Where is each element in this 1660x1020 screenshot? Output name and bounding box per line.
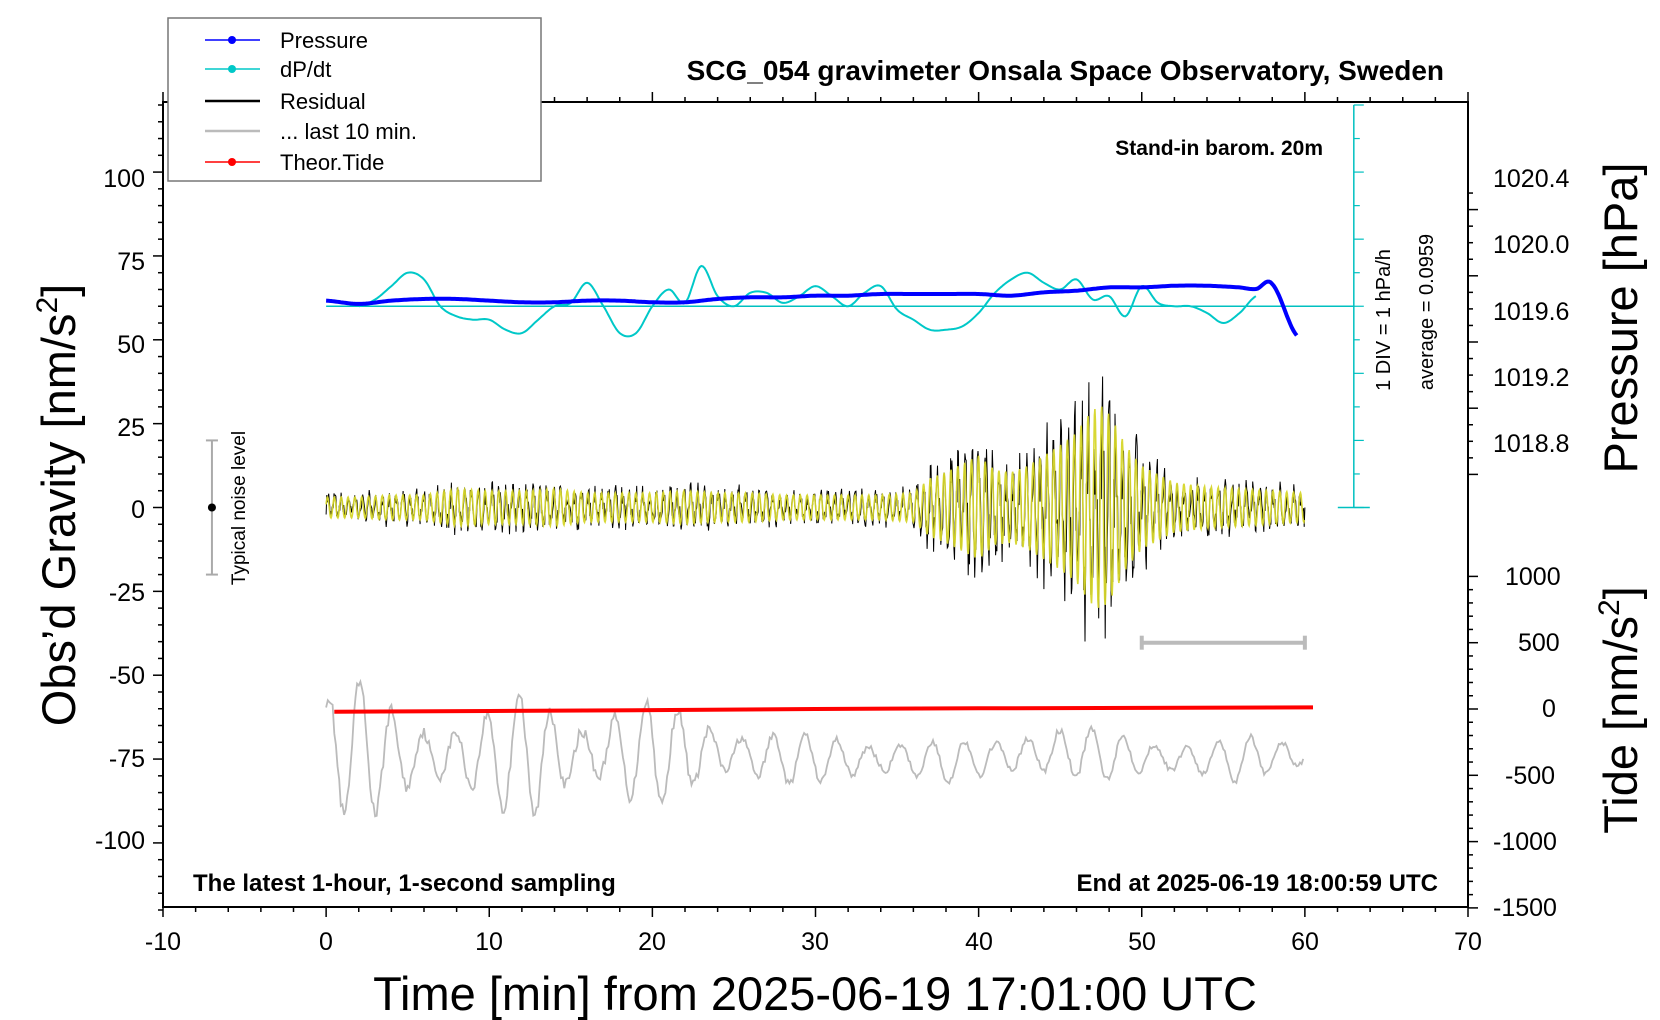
legend-label-pressure: Pressure [280,28,368,53]
gravity-tick-label: 100 [103,165,145,193]
x-tick-label: 30 [801,928,829,956]
scale-average-label: average = 0.0959 [1416,234,1438,390]
legend-marker [228,158,236,166]
pressure-axis-labels: 1020.4 1020.0 1019.6 1019.2 1018.8 [1493,165,1570,458]
tide-axis-labels: 1000 500 0 -500 -1000 -1500 [1493,563,1561,922]
noise-level-label: Typical noise level [229,431,250,585]
gravity-tick-label: 50 [117,331,145,359]
legend-glyphs [205,36,260,166]
series-theor-tide [334,705,1314,714]
legend-marker [228,65,236,73]
x-axis-labels: -10 0 10 20 30 40 50 60 70 [145,928,1482,956]
tide-axis-title: Tide [nm/s2] [1593,586,1647,833]
tide-tick-label: -500 [1505,762,1555,790]
x-tick-label: 10 [475,928,503,956]
legend-label-dpdt: dP/dt [280,57,331,82]
x-tick-label: 50 [1128,928,1156,956]
tide-tick-label: -1000 [1493,828,1557,856]
end-time-note: End at 2025-06-19 18:00:59 UTC [1077,870,1439,897]
pressure-tick-label: 1019.2 [1493,364,1569,392]
traces-layer [205,104,1370,818]
x-tick-label: 20 [638,928,666,956]
x-tick-label: 40 [965,928,993,956]
legend-marker [228,36,236,44]
tide-tick-label: 500 [1518,629,1560,657]
gravity-tick-label: -100 [95,827,145,855]
tide-tick-label: 0 [1542,695,1556,723]
barometer-note: Stand-in barom. 20m [1115,137,1323,160]
sampling-note: The latest 1-hour, 1-second sampling [193,870,616,897]
pressure-axis-title: Pressure [hPa] [1594,163,1647,474]
x-tick-label: -10 [145,928,181,956]
gravity-tick-label: 0 [131,496,145,524]
legend-label-tide: Theor.Tide [280,150,384,175]
legend-label-residual: Residual [280,89,366,114]
pressure-tick-label: 1019.6 [1493,298,1569,326]
gravity-tick-label: -75 [109,745,145,773]
series-pressure [325,279,1299,337]
gravity-tick-label: -25 [109,579,145,607]
pressure-tick-label: 1020.0 [1493,231,1569,259]
x-tick-label: 0 [319,928,333,956]
tide-tick-label: -1500 [1493,894,1557,922]
pressure-tick-label: 1018.8 [1493,430,1569,458]
noise-bar-center [207,503,216,512]
axis-ticks [153,92,1478,917]
legend-box [167,17,542,182]
x-tick-label: 70 [1454,928,1482,956]
series-last-10-min [325,678,1305,818]
gravity-tick-label: 75 [117,248,145,276]
gravity-tick-label: 25 [117,414,145,442]
scale-div-label: 1 DIV = 1 hPa/h [1373,249,1395,391]
gravity-axis-labels: 100 75 50 25 0 -25 -50 -75 -100 [95,165,145,855]
chart-title: SCG_054 gravimeter Onsala Space Observat… [687,55,1444,86]
series-dpdt [358,264,1257,338]
x-tick-label: 60 [1291,928,1319,956]
x-axis-title: Time [min] from 2025-06-19 17:01:00 UTC [373,967,1257,1020]
pressure-tick-label: 1020.4 [1493,165,1570,193]
legend-label-last10: ... last 10 min. [280,119,417,144]
series-residual-filtered [325,406,1306,608]
legend: Pressure dP/dt Residual ... last 10 min.… [167,17,542,182]
tide-tick-label: 1000 [1505,563,1561,591]
gravity-tick-label: -50 [109,662,145,690]
gravity-axis-title: Obs’d Gravity [nm/s2] [31,284,85,726]
